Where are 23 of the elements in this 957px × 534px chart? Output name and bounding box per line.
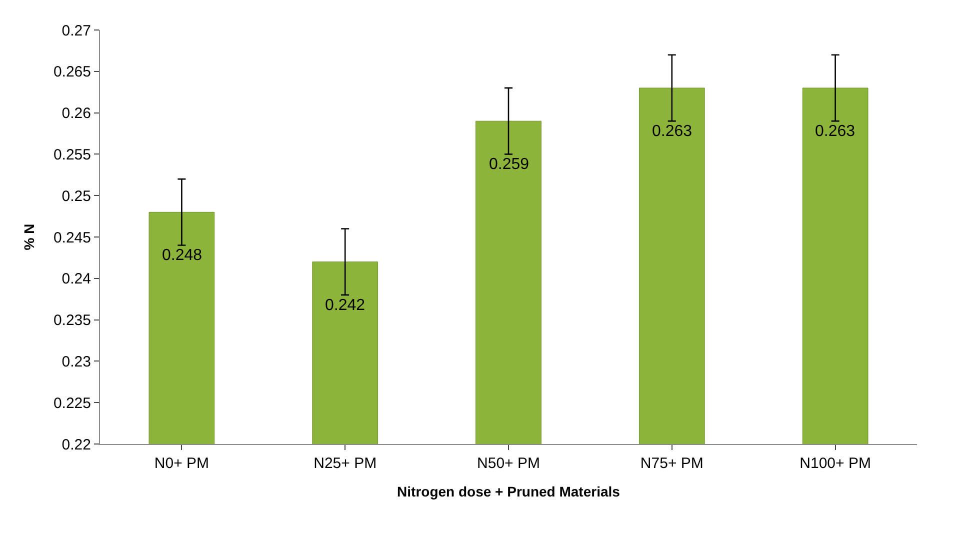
x-tick-label: N25+ PM xyxy=(314,455,377,472)
y-axis-title: % N xyxy=(21,224,38,250)
y-tick-label: 0.235 xyxy=(53,312,91,330)
y-tick-label: 0.24 xyxy=(62,270,91,288)
data-label: 0.263 xyxy=(815,123,856,140)
x-tick-label: N75+ PM xyxy=(640,455,704,472)
data-label: 0.263 xyxy=(652,123,692,140)
y-tick-label: 0.25 xyxy=(62,188,91,205)
y-tick-label: 0.265 xyxy=(53,64,91,81)
data-label: 0.259 xyxy=(489,156,530,173)
y-tick-label: 0.27 xyxy=(62,22,91,40)
y-tick-label: 0.23 xyxy=(62,353,91,370)
data-label: 0.248 xyxy=(162,247,202,264)
y-tick-label: 0.245 xyxy=(53,229,91,246)
x-tick-label: N100+ PM xyxy=(800,455,871,472)
data-label: 0.242 xyxy=(325,297,366,314)
y-tick-label: 0.255 xyxy=(53,146,91,164)
x-axis-title: Nitrogen dose + Pruned Materials xyxy=(397,483,620,500)
y-tick-label: 0.26 xyxy=(62,105,91,122)
x-tick-label: N0+ PM xyxy=(154,455,210,472)
y-tick-label: 0.225 xyxy=(53,394,91,412)
x-tick-label: N50+ PM xyxy=(477,455,540,472)
y-tick-label: 0.22 xyxy=(62,436,91,454)
